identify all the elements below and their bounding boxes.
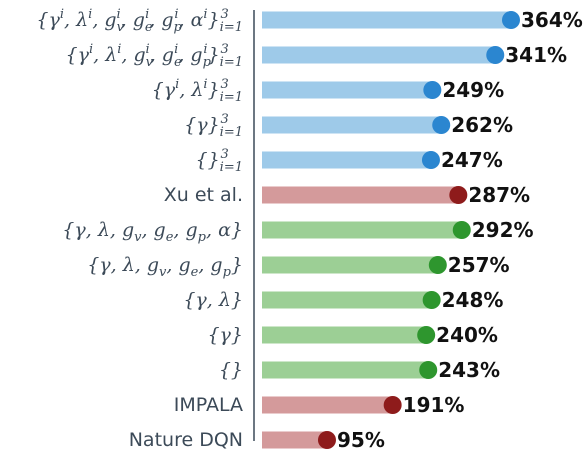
bar-end-marker [317,431,336,449]
bar [262,221,462,239]
bar [262,46,496,64]
bar-end-marker [432,116,451,134]
bar-end-marker [423,81,442,99]
bar-end-marker [486,46,505,64]
category-label: {γi, λi, gvi, gei, gpi, αi}i=13 [36,7,243,35]
value-label: 287% [468,183,530,207]
bar [262,11,511,29]
bar-end-marker [422,291,441,309]
bar [262,186,459,204]
value-label: 249% [442,78,504,102]
bar-end-marker [421,151,440,169]
value-label: 364% [521,8,583,32]
category-label: IMPALA [174,394,243,416]
value-label: 257% [448,253,510,277]
category-label: {γ, λ, gv, ge, gp, α} [62,219,243,245]
bar [262,326,427,344]
category-label: {γ, λ} [183,289,243,311]
category-label: {γ}i=13 [184,112,243,140]
bar [262,81,433,99]
category-label: {γi, λi}i=13 [152,77,243,105]
value-label: 191% [403,393,465,417]
category-label: {γ} [207,324,243,346]
category-label: Xu et al. [164,184,243,206]
value-label: 240% [436,323,498,347]
bar [262,116,442,134]
value-label: 95% [337,428,385,451]
bar [262,396,393,414]
category-label: {} [219,359,243,381]
bar-end-marker [428,256,447,274]
bar-end-marker [419,361,438,379]
bar [262,256,438,274]
value-label: 341% [505,43,567,67]
bar [262,431,327,449]
value-label: 262% [451,113,513,137]
category-label: {γ, λ, gv, ge, gp} [87,254,243,280]
value-label: 243% [438,358,500,382]
bar [262,291,432,309]
value-label: 292% [472,218,534,242]
bar-end-marker [452,221,471,239]
bar [262,361,429,379]
bar-end-marker [383,396,402,414]
category-label: Nature DQN [129,429,243,451]
bar-end-marker [449,186,468,204]
bar-end-marker [417,326,436,344]
category-label: {γi, λi, gvi, gei, gpi}i=13 [66,42,244,70]
bar [262,151,431,169]
bar-end-marker [502,11,520,29]
category-label: {}i=13 [195,147,243,175]
value-label: 248% [442,288,504,312]
value-label: 247% [441,148,503,172]
